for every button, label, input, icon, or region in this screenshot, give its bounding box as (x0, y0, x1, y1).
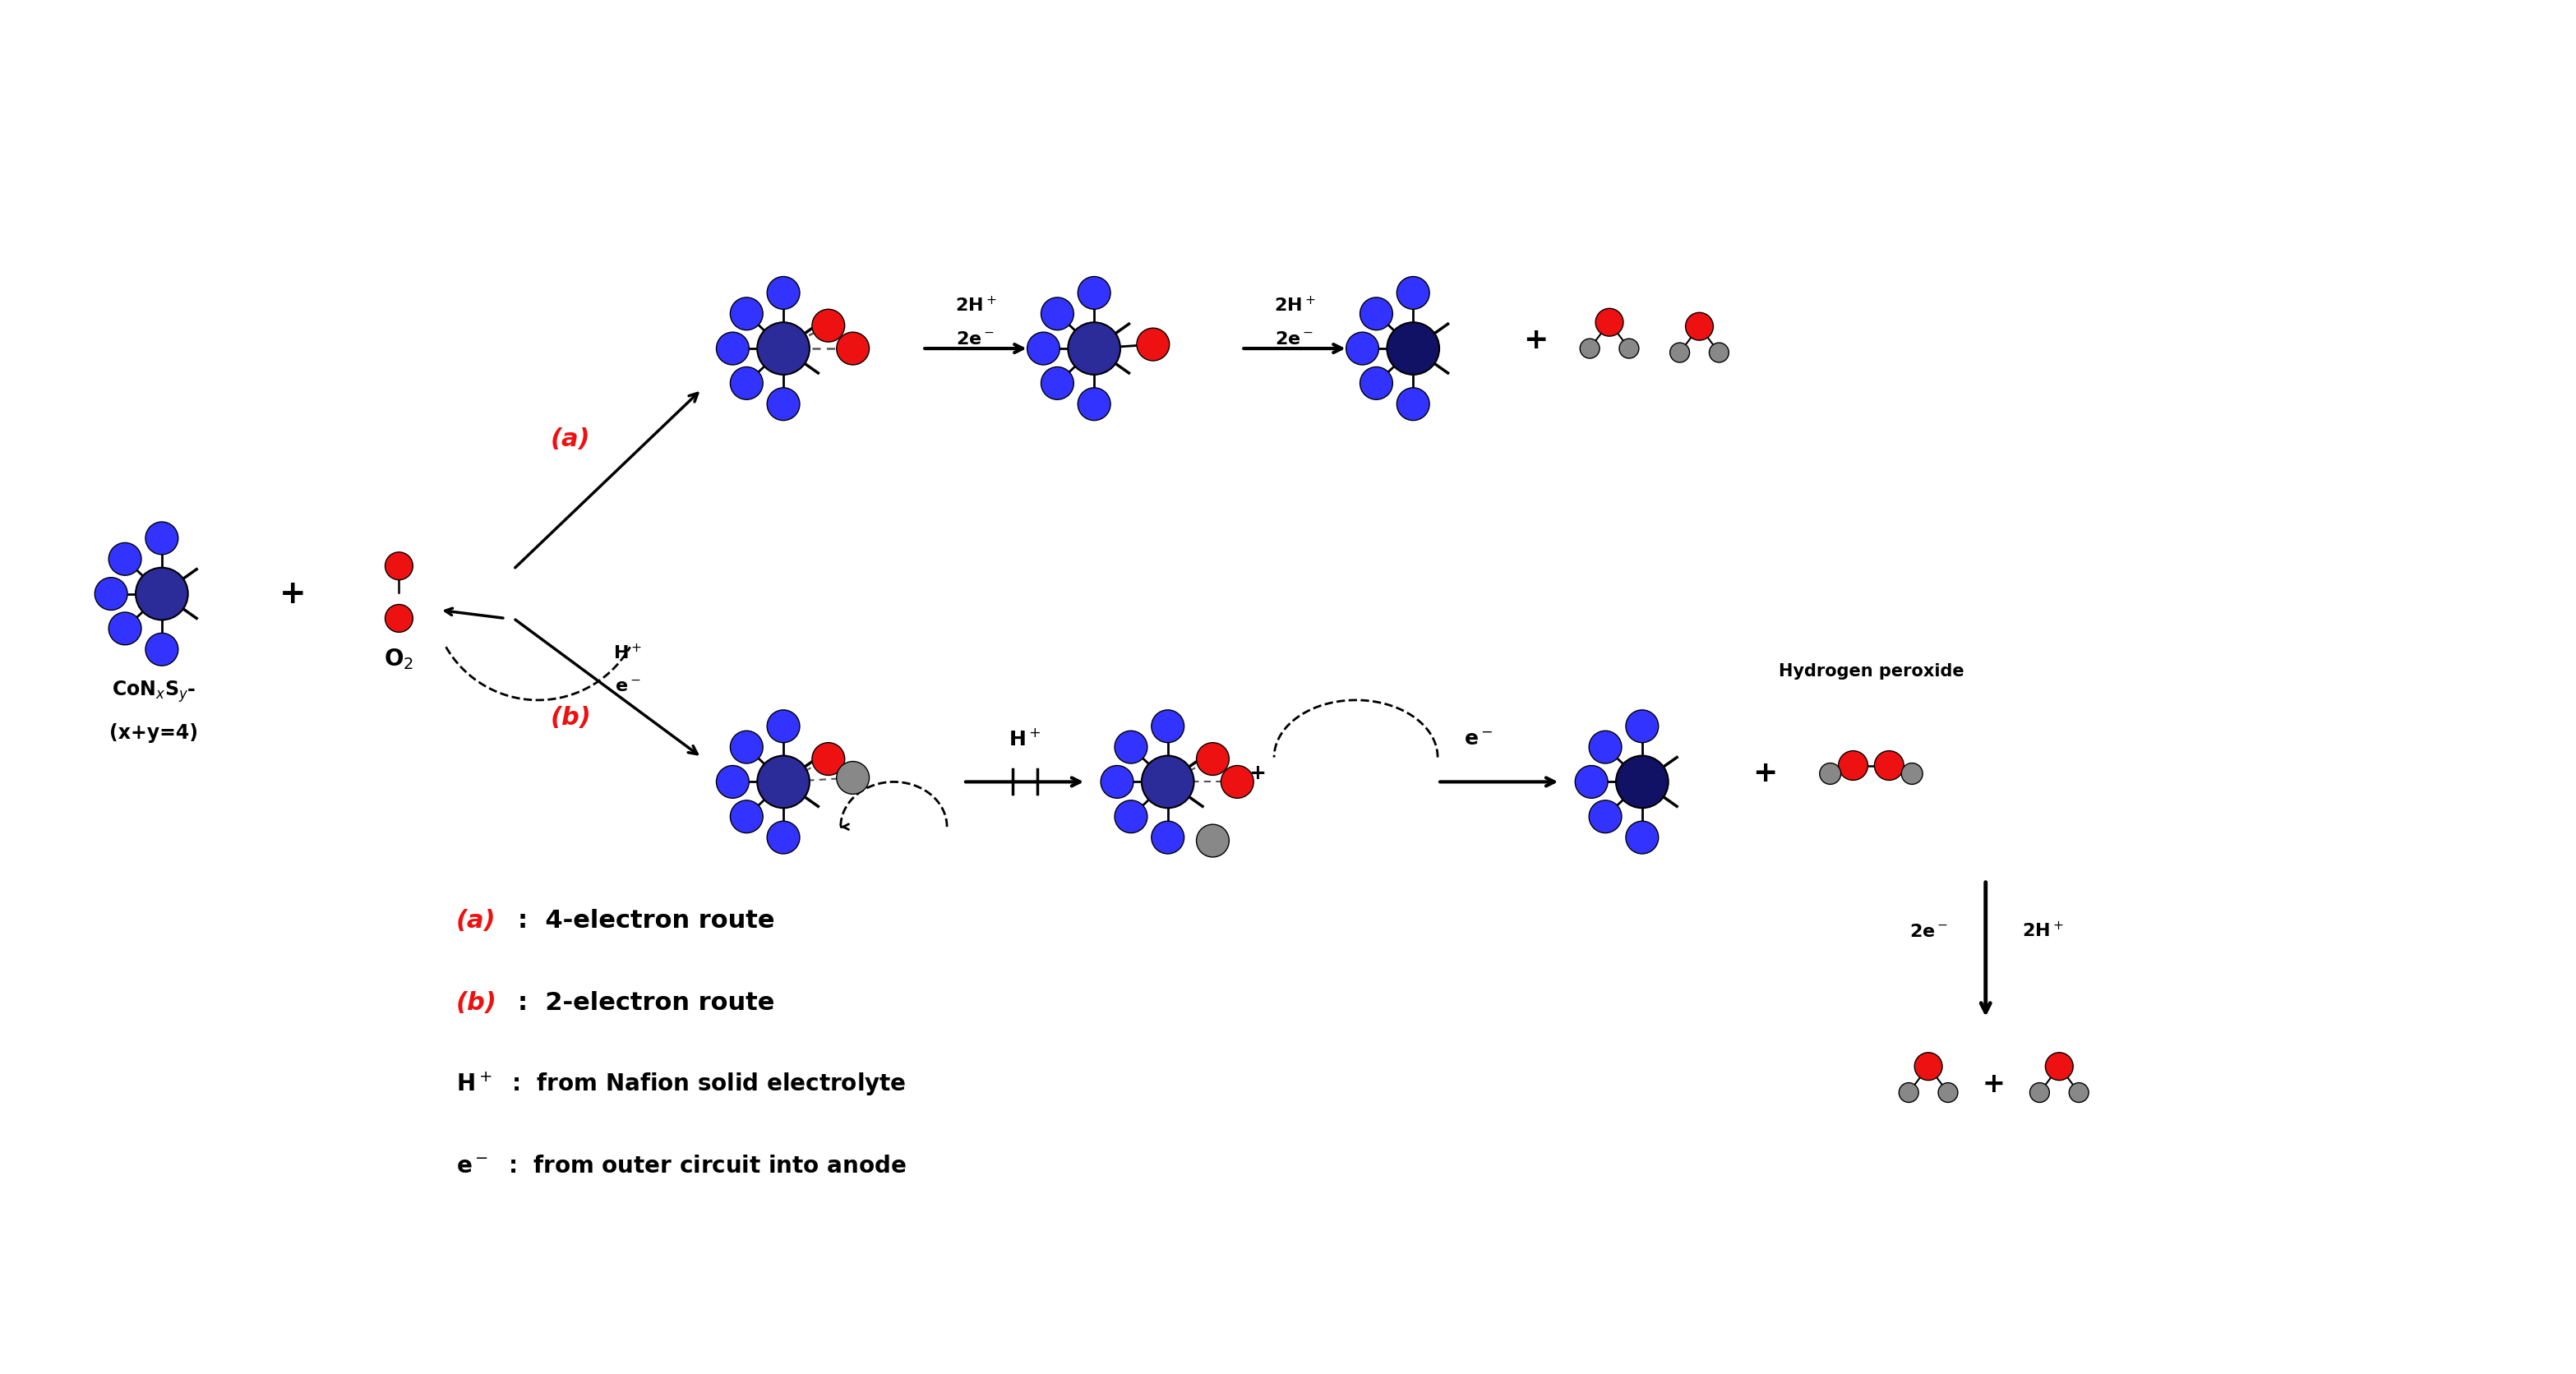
Circle shape (1396, 387, 1430, 420)
Circle shape (1669, 342, 1690, 363)
Circle shape (144, 522, 178, 555)
Text: 2H$^+$: 2H$^+$ (956, 295, 997, 315)
Circle shape (2069, 1083, 2089, 1102)
Circle shape (768, 822, 799, 853)
Circle shape (1077, 276, 1110, 309)
Circle shape (1360, 297, 1394, 330)
Text: H$^+$: H$^+$ (613, 643, 641, 662)
Circle shape (1937, 1083, 1958, 1102)
Text: +: + (278, 578, 307, 610)
Text: (b): (b) (456, 991, 497, 1014)
Circle shape (1589, 731, 1623, 764)
Text: 2e$^-$: 2e$^-$ (1275, 331, 1314, 348)
Text: 2e$^-$: 2e$^-$ (956, 331, 994, 348)
Circle shape (1195, 742, 1229, 775)
Circle shape (1901, 763, 1922, 785)
Circle shape (729, 800, 762, 833)
Circle shape (1396, 276, 1430, 309)
Circle shape (137, 567, 188, 620)
Text: O$_2$: O$_2$ (384, 647, 415, 672)
Circle shape (1625, 710, 1659, 742)
Circle shape (1579, 338, 1600, 359)
Circle shape (1595, 308, 1623, 337)
Circle shape (108, 543, 142, 576)
Circle shape (1115, 731, 1146, 764)
Circle shape (1136, 328, 1170, 361)
Circle shape (1041, 367, 1074, 400)
Text: Hydrogen peroxide: Hydrogen peroxide (1777, 664, 1963, 680)
Circle shape (729, 731, 762, 764)
Circle shape (716, 765, 750, 798)
Circle shape (1899, 1083, 1919, 1102)
Circle shape (1685, 312, 1713, 341)
Circle shape (1347, 333, 1378, 365)
Text: e$^-$: e$^-$ (616, 679, 641, 695)
Circle shape (811, 309, 845, 342)
Circle shape (768, 276, 799, 309)
Text: 2H$^+$: 2H$^+$ (1273, 295, 1316, 315)
Circle shape (1589, 800, 1623, 833)
Circle shape (1620, 338, 1638, 359)
Circle shape (1141, 756, 1193, 808)
Text: CoN$_x$S$_y$-: CoN$_x$S$_y$- (111, 679, 196, 705)
Text: e$^-$: e$^-$ (1463, 730, 1494, 749)
Text: +: + (1249, 764, 1267, 783)
Circle shape (1615, 756, 1669, 808)
Circle shape (1069, 323, 1121, 375)
Circle shape (716, 333, 750, 365)
Circle shape (1819, 763, 1842, 785)
Text: (b): (b) (551, 706, 592, 730)
Text: e$^-$  :  from outer circuit into anode: e$^-$ : from outer circuit into anode (456, 1154, 907, 1178)
Circle shape (384, 552, 412, 580)
Text: H$^+$  :  from Nafion solid electrolyte: H$^+$ : from Nafion solid electrolyte (456, 1070, 907, 1098)
Circle shape (1710, 342, 1728, 363)
Text: (x+y=4): (x+y=4) (108, 723, 198, 743)
Circle shape (1151, 822, 1185, 853)
Circle shape (1386, 323, 1440, 375)
Text: :  2-electron route: : 2-electron route (518, 991, 775, 1014)
Circle shape (1360, 367, 1394, 400)
Text: H$^+$: H$^+$ (1007, 728, 1041, 749)
Circle shape (108, 613, 142, 644)
Circle shape (729, 367, 762, 400)
Circle shape (768, 710, 799, 742)
Text: 2e$^-$: 2e$^-$ (1909, 925, 1947, 940)
Circle shape (1077, 387, 1110, 420)
Circle shape (1839, 750, 1868, 780)
Text: +: + (1522, 327, 1548, 354)
Circle shape (1914, 1052, 1942, 1080)
Text: (a): (a) (456, 910, 497, 933)
Text: +: + (1752, 760, 1777, 787)
Circle shape (144, 633, 178, 666)
Circle shape (1151, 710, 1185, 742)
Text: (a): (a) (551, 427, 590, 452)
Circle shape (1100, 765, 1133, 798)
Circle shape (757, 756, 809, 808)
Text: :  4-electron route: : 4-electron route (518, 910, 775, 933)
Text: 2H$^+$: 2H$^+$ (2022, 922, 2063, 940)
Circle shape (2045, 1052, 2074, 1080)
Circle shape (1625, 822, 1659, 853)
Circle shape (837, 333, 868, 365)
Circle shape (1115, 800, 1146, 833)
Circle shape (384, 605, 412, 632)
Circle shape (1574, 765, 1607, 798)
Text: +: + (1984, 1070, 2004, 1098)
Circle shape (729, 297, 762, 330)
Circle shape (1221, 765, 1255, 798)
Circle shape (1028, 333, 1059, 365)
Circle shape (757, 323, 809, 375)
Circle shape (837, 761, 868, 794)
Circle shape (1195, 824, 1229, 857)
Circle shape (811, 742, 845, 775)
Circle shape (768, 387, 799, 420)
Circle shape (95, 577, 126, 610)
Circle shape (1875, 750, 1904, 780)
Circle shape (2030, 1083, 2050, 1102)
Circle shape (1041, 297, 1074, 330)
